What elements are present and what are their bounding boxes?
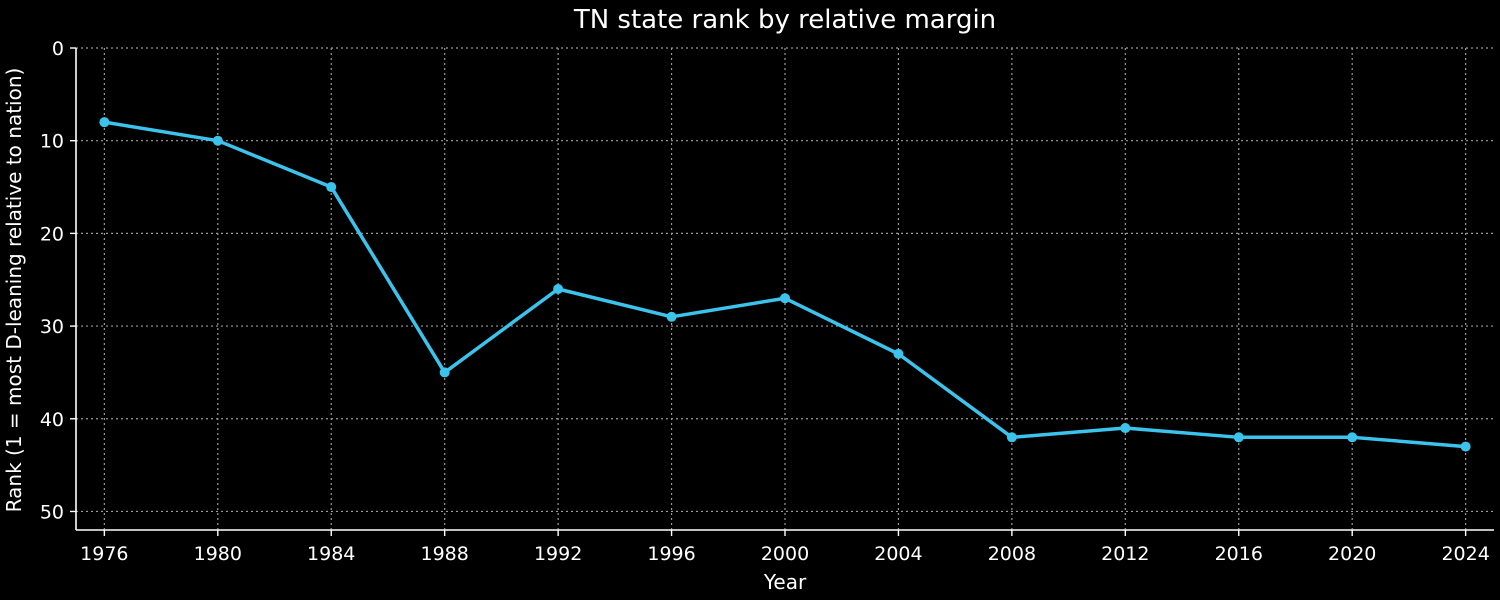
x-tick-label: 1988 [421, 543, 469, 565]
data-point [99, 117, 110, 128]
data-point [1347, 432, 1358, 443]
data-point [1233, 432, 1244, 443]
x-tick-label: 2024 [1441, 543, 1489, 565]
data-point [893, 348, 904, 359]
x-tick-label: 1984 [307, 543, 355, 565]
x-tick-label: 1980 [194, 543, 242, 565]
y-axis-label: Rank (1 = most D-leaning relative to nat… [2, 68, 26, 513]
x-tick-label: 2008 [988, 543, 1036, 565]
x-tick-label: 1996 [647, 543, 695, 565]
axes: 1976 1980 1984 1988 1992 1996 2000 2004 2008 2012… [40, 38, 1494, 565]
y-tick-label: 30 [40, 316, 64, 338]
data-point [212, 135, 223, 146]
data-point [1006, 432, 1017, 443]
data-point [326, 182, 337, 193]
x-tick-label: 2012 [1101, 543, 1149, 565]
y-tick-label: 10 [40, 131, 64, 153]
y-tick-label: 20 [40, 223, 64, 245]
data-point [666, 311, 677, 322]
y-tick-label: 0 [52, 38, 64, 60]
x-tick-label: 1976 [80, 543, 128, 565]
data-point [439, 367, 450, 378]
x-tick-label: 1992 [534, 543, 582, 565]
chart-title: TN state rank by relative margin [573, 5, 996, 35]
grid [76, 47, 1494, 530]
x-tick-label: 2000 [761, 543, 809, 565]
data-point [1460, 441, 1471, 452]
x-axis-label: Year [763, 570, 807, 594]
y-tick-label: 50 [40, 501, 64, 523]
x-tick-label: 2016 [1215, 543, 1263, 565]
data-point [1120, 423, 1131, 434]
data-point [553, 284, 564, 294]
y-tick-label: 40 [40, 409, 64, 431]
x-tick-label: 2020 [1328, 543, 1376, 565]
x-tick-label: 2004 [874, 543, 922, 565]
data-point [780, 293, 790, 304]
series [99, 117, 1471, 452]
